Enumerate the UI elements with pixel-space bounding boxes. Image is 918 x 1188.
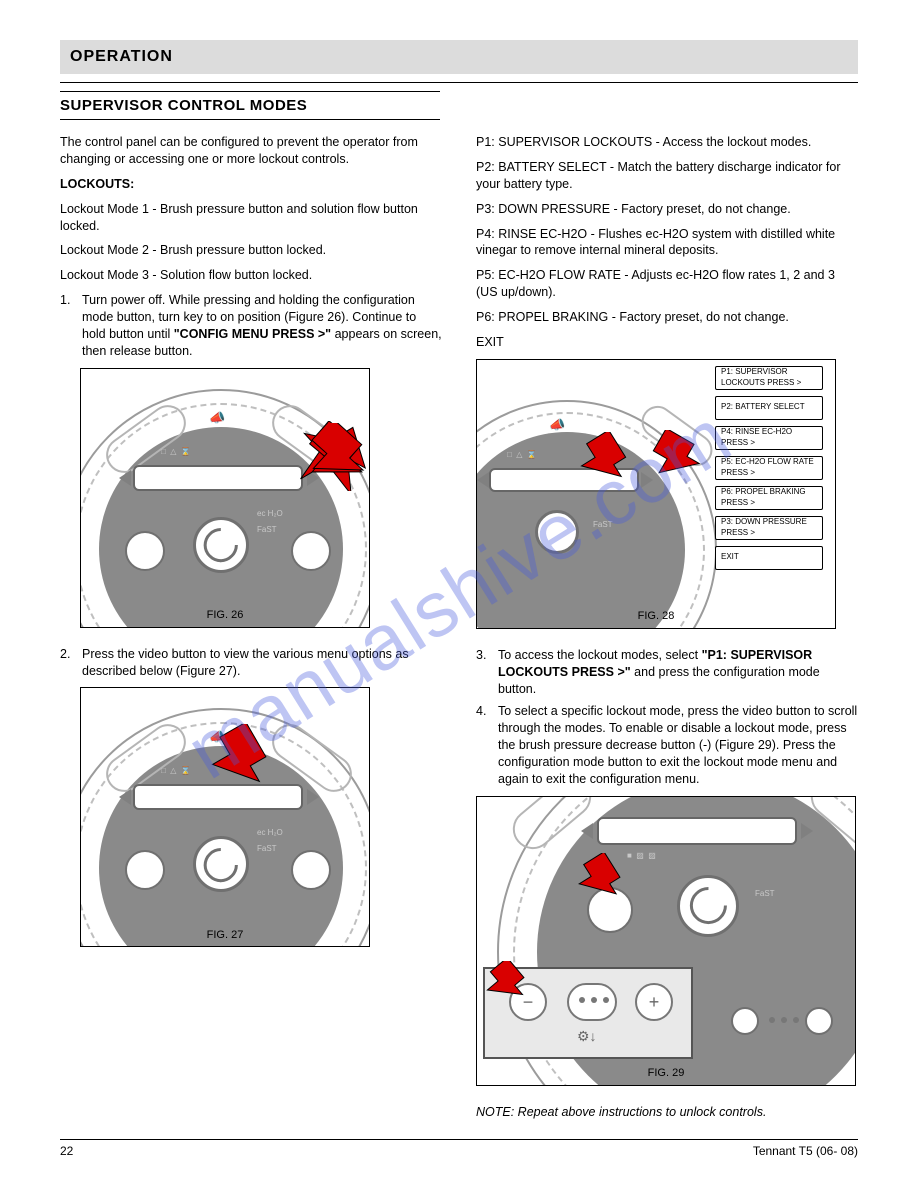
red-arrow-icon (483, 961, 527, 1005)
figure-label: FIG. 29 (648, 1066, 685, 1081)
menu-item: P3: DOWN PRESSURE PRESS > (715, 516, 823, 540)
figure-29: FaST ■ ▨ ▨ − + ⚙↓ (476, 796, 856, 1086)
columns: The control panel can be configured to p… (60, 134, 858, 1129)
section-title: SUPERVISOR CONTROL MODES (60, 94, 440, 117)
step-num: 4. (476, 703, 490, 787)
lockout-2: Lockout Mode 2 - Brush pressure button l… (60, 242, 442, 259)
page: OPERATION SUPERVISOR CONTROL MODES The c… (0, 0, 918, 1188)
step-body: Press the video button to view the vario… (82, 646, 442, 680)
page-number: 22 (60, 1144, 73, 1158)
menu-p4: P4: RINSE EC-H2O - Flushes ec-H2O system… (476, 226, 858, 260)
menu-p3: P3: DOWN PRESSURE - Factory preset, do n… (476, 201, 858, 218)
intro-text: The control panel can be configured to p… (60, 134, 442, 168)
footer-model: Tennant T5 (06- 08) (753, 1144, 858, 1158)
step-num: 2. (60, 646, 74, 680)
figure-28: 📣 □ △ ⌛ FaST P1: SUPERVISOR LOCKOUTS PRE… (476, 359, 836, 629)
menu-item: P4: RINSE EC-H2O PRESS > (715, 426, 823, 450)
footer: 22 Tennant T5 (06- 08) (60, 1139, 858, 1158)
menu-item: EXIT (715, 546, 823, 570)
step-3: 3. To access the lockout modes, select "… (476, 647, 858, 698)
figure-27: 📣 □ △ ⌛ FaST ec H₂O FIG. 27 (80, 687, 370, 947)
divider (60, 82, 858, 83)
figure-label: FIG. 27 (207, 928, 244, 943)
gear-icon: ⚙↓ (577, 1027, 597, 1046)
red-arrow-icon (647, 430, 701, 484)
step-body: To access the lockout modes, select "P1:… (498, 647, 858, 698)
menu-p2: P2: BATTERY SELECT - Match the battery d… (476, 159, 858, 193)
section-title-box: SUPERVISOR CONTROL MODES (60, 91, 440, 120)
divider (60, 91, 440, 92)
red-arrow-icon (573, 853, 623, 903)
figure-label: FIG. 26 (207, 608, 244, 623)
red-arrow-icon (201, 724, 271, 794)
inset-panel: − + ⚙↓ (483, 967, 693, 1059)
figure-26: 📣 □ △ ⌛ FaST ec H₂O FIG. 26 (80, 368, 370, 628)
menu-exit: EXIT (476, 334, 858, 351)
section-header-text: OPERATION (70, 48, 173, 66)
step-1: 1. Turn power off. While pressing and ho… (60, 292, 442, 360)
lockout-3: Lockout Mode 3 - Solution flow button lo… (60, 267, 442, 284)
step-num: 3. (476, 647, 490, 698)
red-arrow-icon (301, 423, 367, 489)
step-num: 1. (60, 292, 74, 360)
step-body: Turn power off. While pressing and holdi… (82, 292, 442, 360)
menu-item: P1: SUPERVISOR LOCKOUTS PRESS > (715, 366, 823, 390)
figure-label: FIG. 28 (638, 609, 675, 624)
menu-item: P5: EC-H2O FLOW RATE PRESS > (715, 456, 823, 480)
menu-p6: P6: PROPEL BRAKING - Factory preset, do … (476, 309, 858, 326)
lockout-1: Lockout Mode 1 - Brush pressure button a… (60, 201, 442, 235)
step-2: 2. Press the video button to view the va… (60, 646, 442, 680)
menu-p5: P5: EC-H2O FLOW RATE - Adjusts ec-H2O fl… (476, 267, 858, 301)
note: NOTE: Repeat above instructions to unloc… (476, 1105, 766, 1119)
section-header-bar: OPERATION (60, 40, 858, 74)
right-column: P1: SUPERVISOR LOCKOUTS - Access the loc… (476, 134, 858, 1129)
menu-item: P2: BATTERY SELECT (715, 396, 823, 420)
horn-icon: 📣 (549, 416, 565, 434)
left-column: The control panel can be configured to p… (60, 134, 442, 1129)
menu-item: P6: PROPEL BRAKING PRESS > (715, 486, 823, 510)
lockouts-title: LOCKOUTS: (60, 177, 134, 191)
menu-p1: P1: SUPERVISOR LOCKOUTS - Access the loc… (476, 134, 858, 151)
red-arrow-icon (575, 432, 629, 486)
horn-icon: 📣 (209, 409, 225, 427)
step-4: 4. To select a specific lockout mode, pr… (476, 703, 858, 787)
step-body: To select a specific lockout mode, press… (498, 703, 858, 787)
divider (60, 119, 440, 120)
